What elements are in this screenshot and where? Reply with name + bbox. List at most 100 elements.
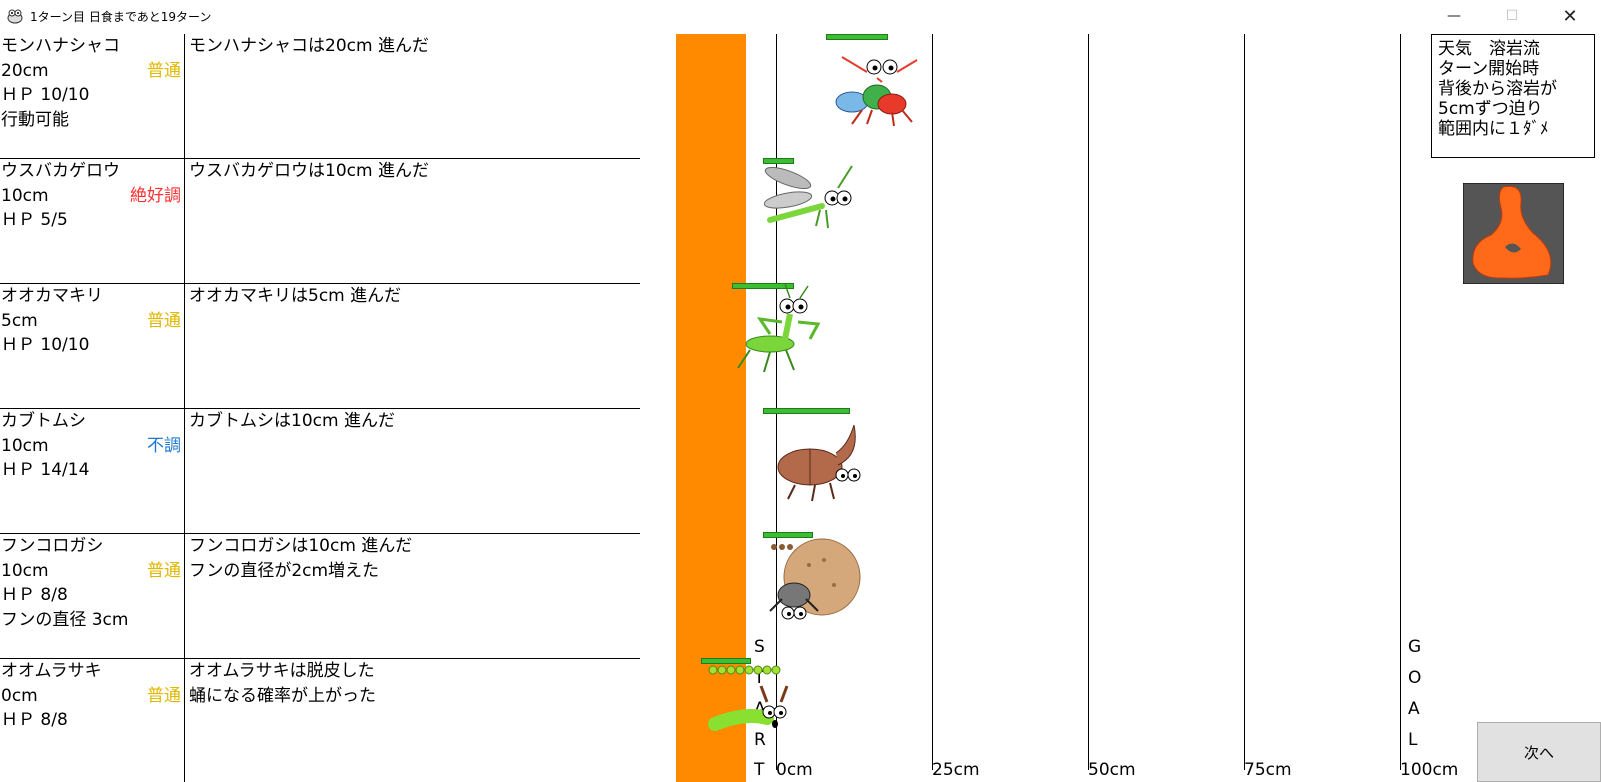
goal-letter: G: [1408, 637, 1422, 657]
start-letter: S: [754, 637, 765, 657]
condition-label: 普通: [147, 685, 181, 706]
window-title: 1ターン目 日食まであと19ターン: [30, 10, 212, 24]
condition-label: 普通: [147, 560, 181, 581]
insect-hp: ＨＰ 10/10: [1, 335, 90, 355]
close-button[interactable]: ✕: [1562, 5, 1578, 27]
hp-bar: [826, 34, 888, 40]
insect-row: オオムラサキ 0cm ＨＰ 8/8 普通 オオムラサキは脱皮した 蛹になる確率が…: [0, 659, 640, 782]
insect-info: フンコロガシ 10cm ＨＰ 8/8 フンの直径 3cm 普通: [1, 534, 181, 632]
action-log: ウスバカゲロウは10cm 進んだ: [189, 159, 429, 184]
hp-bar: [763, 532, 813, 538]
condition-label: 不調: [147, 435, 181, 456]
dung-beetle-sprite: [769, 538, 861, 620]
grid-line-75: [1244, 34, 1245, 770]
weather-line: 天気 溶岩流: [1438, 39, 1540, 59]
insect-hp: ＨＰ 8/8: [1, 710, 68, 730]
goal-letter: O: [1408, 668, 1422, 688]
tick-label: 100cm: [1400, 760, 1459, 780]
action-log: モンハナシャコは20cm 進んだ: [189, 34, 429, 59]
weather-info-box: 天気 溶岩流 ターン開始時 背後から溶岩が 5cmずつ迫り 範囲内に１ﾀﾞﾒ: [1431, 34, 1595, 158]
lava-flow: [676, 34, 746, 782]
start-letter: T: [754, 668, 765, 688]
insect-extra: フンの直径 3cm: [1, 609, 129, 630]
beetle-sprite: [777, 425, 861, 502]
insect-info: カブトムシ 10cm ＨＰ 14/14 不調: [1, 409, 181, 483]
mantis-sprite: [737, 284, 821, 373]
log-line: モンハナシャコは20cm 進んだ: [189, 36, 429, 56]
maximize-button[interactable]: ☐: [1505, 8, 1519, 24]
insect-info: オオムラサキ 0cm ＨＰ 8/8 普通: [1, 659, 181, 733]
insect-info: モンハナシャコ 20cm ＨＰ 10/10 行動可能 普通: [1, 34, 181, 132]
title-bar: 1ターン目 日食まであと19ターン — ☐ ✕: [0, 0, 1601, 32]
start-letter: A: [754, 699, 766, 719]
start-line: [776, 34, 777, 770]
grid-line-25: [932, 34, 933, 770]
lava-weather-icon: [1463, 183, 1564, 284]
status-panel: モンハナシャコ 20cm ＨＰ 10/10 行動可能 普通 モンハナシャコは20…: [0, 34, 640, 782]
insect-distance: 10cm: [1, 560, 49, 581]
insect-distance: 10cm: [1, 435, 49, 456]
insect-name: ウスバカゲロウ: [1, 161, 120, 181]
log-line: ウスバカゲロウは10cm 進んだ: [189, 161, 429, 181]
insect-row: オオカマキリ 5cm ＨＰ 10/10 普通 オオカマキリは5cm 進んだ: [0, 284, 640, 409]
insect-info: ウスバカゲロウ 10cm ＨＰ 5/5 絶好調: [1, 159, 181, 233]
goal-letter: A: [1408, 699, 1420, 719]
action-log: フンコロガシは10cm 進んだ フンの直径が2cm増えた: [189, 534, 412, 583]
action-log: カブトムシは10cm 進んだ: [189, 409, 395, 434]
insect-distance: 20cm: [1, 60, 49, 81]
insect-hp: ＨＰ 5/5: [1, 210, 68, 230]
insect-row: フンコロガシ 10cm ＨＰ 8/8 フンの直径 3cm 普通 フンコロガシは1…: [0, 534, 640, 659]
tick-label: 50cm: [1088, 760, 1136, 780]
column-divider: [184, 284, 185, 409]
hp-bar: [763, 408, 850, 414]
weather-line: ターン開始時: [1438, 59, 1540, 79]
hp-bar: [701, 658, 751, 664]
column-divider: [184, 409, 185, 534]
insect-hp: ＨＰ 8/8: [1, 585, 68, 605]
hp-bar: [732, 283, 794, 289]
insect-distance: 10cm: [1, 185, 49, 206]
insect-distance: 5cm: [1, 310, 38, 331]
insect-name: フンコロガシ: [1, 536, 104, 556]
insect-name: カブトムシ: [1, 411, 86, 431]
minimize-button[interactable]: —: [1447, 8, 1461, 24]
log-line: 蛹になる確率が上がった: [189, 685, 376, 706]
mantis-shrimp-sprite: [835, 56, 918, 127]
tick-label: 0cm: [776, 760, 813, 780]
weather-line: 範囲内に１ﾀﾞﾒ: [1438, 119, 1549, 139]
grid-line-50: [1088, 34, 1089, 770]
next-button[interactable]: 次へ: [1477, 722, 1601, 782]
insect-row: ウスバカゲロウ 10cm ＨＰ 5/5 絶好調 ウスバカゲロウは10cm 進んだ: [0, 159, 640, 284]
log-line: フンの直径が2cm増えた: [189, 560, 380, 581]
condition-label: 絶好調: [130, 185, 181, 206]
start-letter: T: [754, 760, 765, 780]
insect-name: オオムラサキ: [1, 661, 102, 681]
goal-letter: L: [1408, 730, 1418, 750]
log-line: フンコロガシは10cm 進んだ: [189, 536, 413, 556]
column-divider: [184, 534, 185, 659]
insect-row: モンハナシャコ 20cm ＨＰ 10/10 行動可能 普通 モンハナシャコは20…: [0, 34, 640, 159]
antlion-sprite: [763, 165, 853, 229]
insect-hp: ＨＰ 14/14: [1, 460, 90, 480]
insect-name: モンハナシャコ: [1, 36, 120, 56]
log-line: オオムラサキは脱皮した: [189, 661, 375, 681]
weather-line: 背後から溶岩が: [1438, 79, 1557, 99]
action-log: オオムラサキは脱皮した 蛹になる確率が上がった: [189, 659, 376, 708]
log-line: オオカマキリは5cm 進んだ: [189, 286, 402, 306]
condition-label: 普通: [147, 60, 181, 81]
condition-label: 普通: [147, 310, 181, 331]
action-log: オオカマキリは5cm 進んだ: [189, 284, 401, 309]
insect-hp: ＨＰ 10/10: [1, 85, 90, 105]
app-icon: [7, 9, 23, 24]
tick-label: 25cm: [932, 760, 980, 780]
insect-name: オオカマキリ: [1, 286, 103, 306]
insect-info: オオカマキリ 5cm ＨＰ 10/10 普通: [1, 284, 181, 358]
start-letter: R: [754, 730, 766, 750]
caterpillar-sprite: [708, 665, 789, 731]
insect-extra: 行動可能: [1, 109, 69, 130]
insect-row: カブトムシ 10cm ＨＰ 14/14 不調 カブトムシは10cm 進んだ: [0, 409, 640, 534]
insect-distance: 0cm: [1, 685, 38, 706]
column-divider: [184, 34, 185, 159]
column-divider: [184, 159, 185, 284]
tick-label: 75cm: [1244, 760, 1292, 780]
